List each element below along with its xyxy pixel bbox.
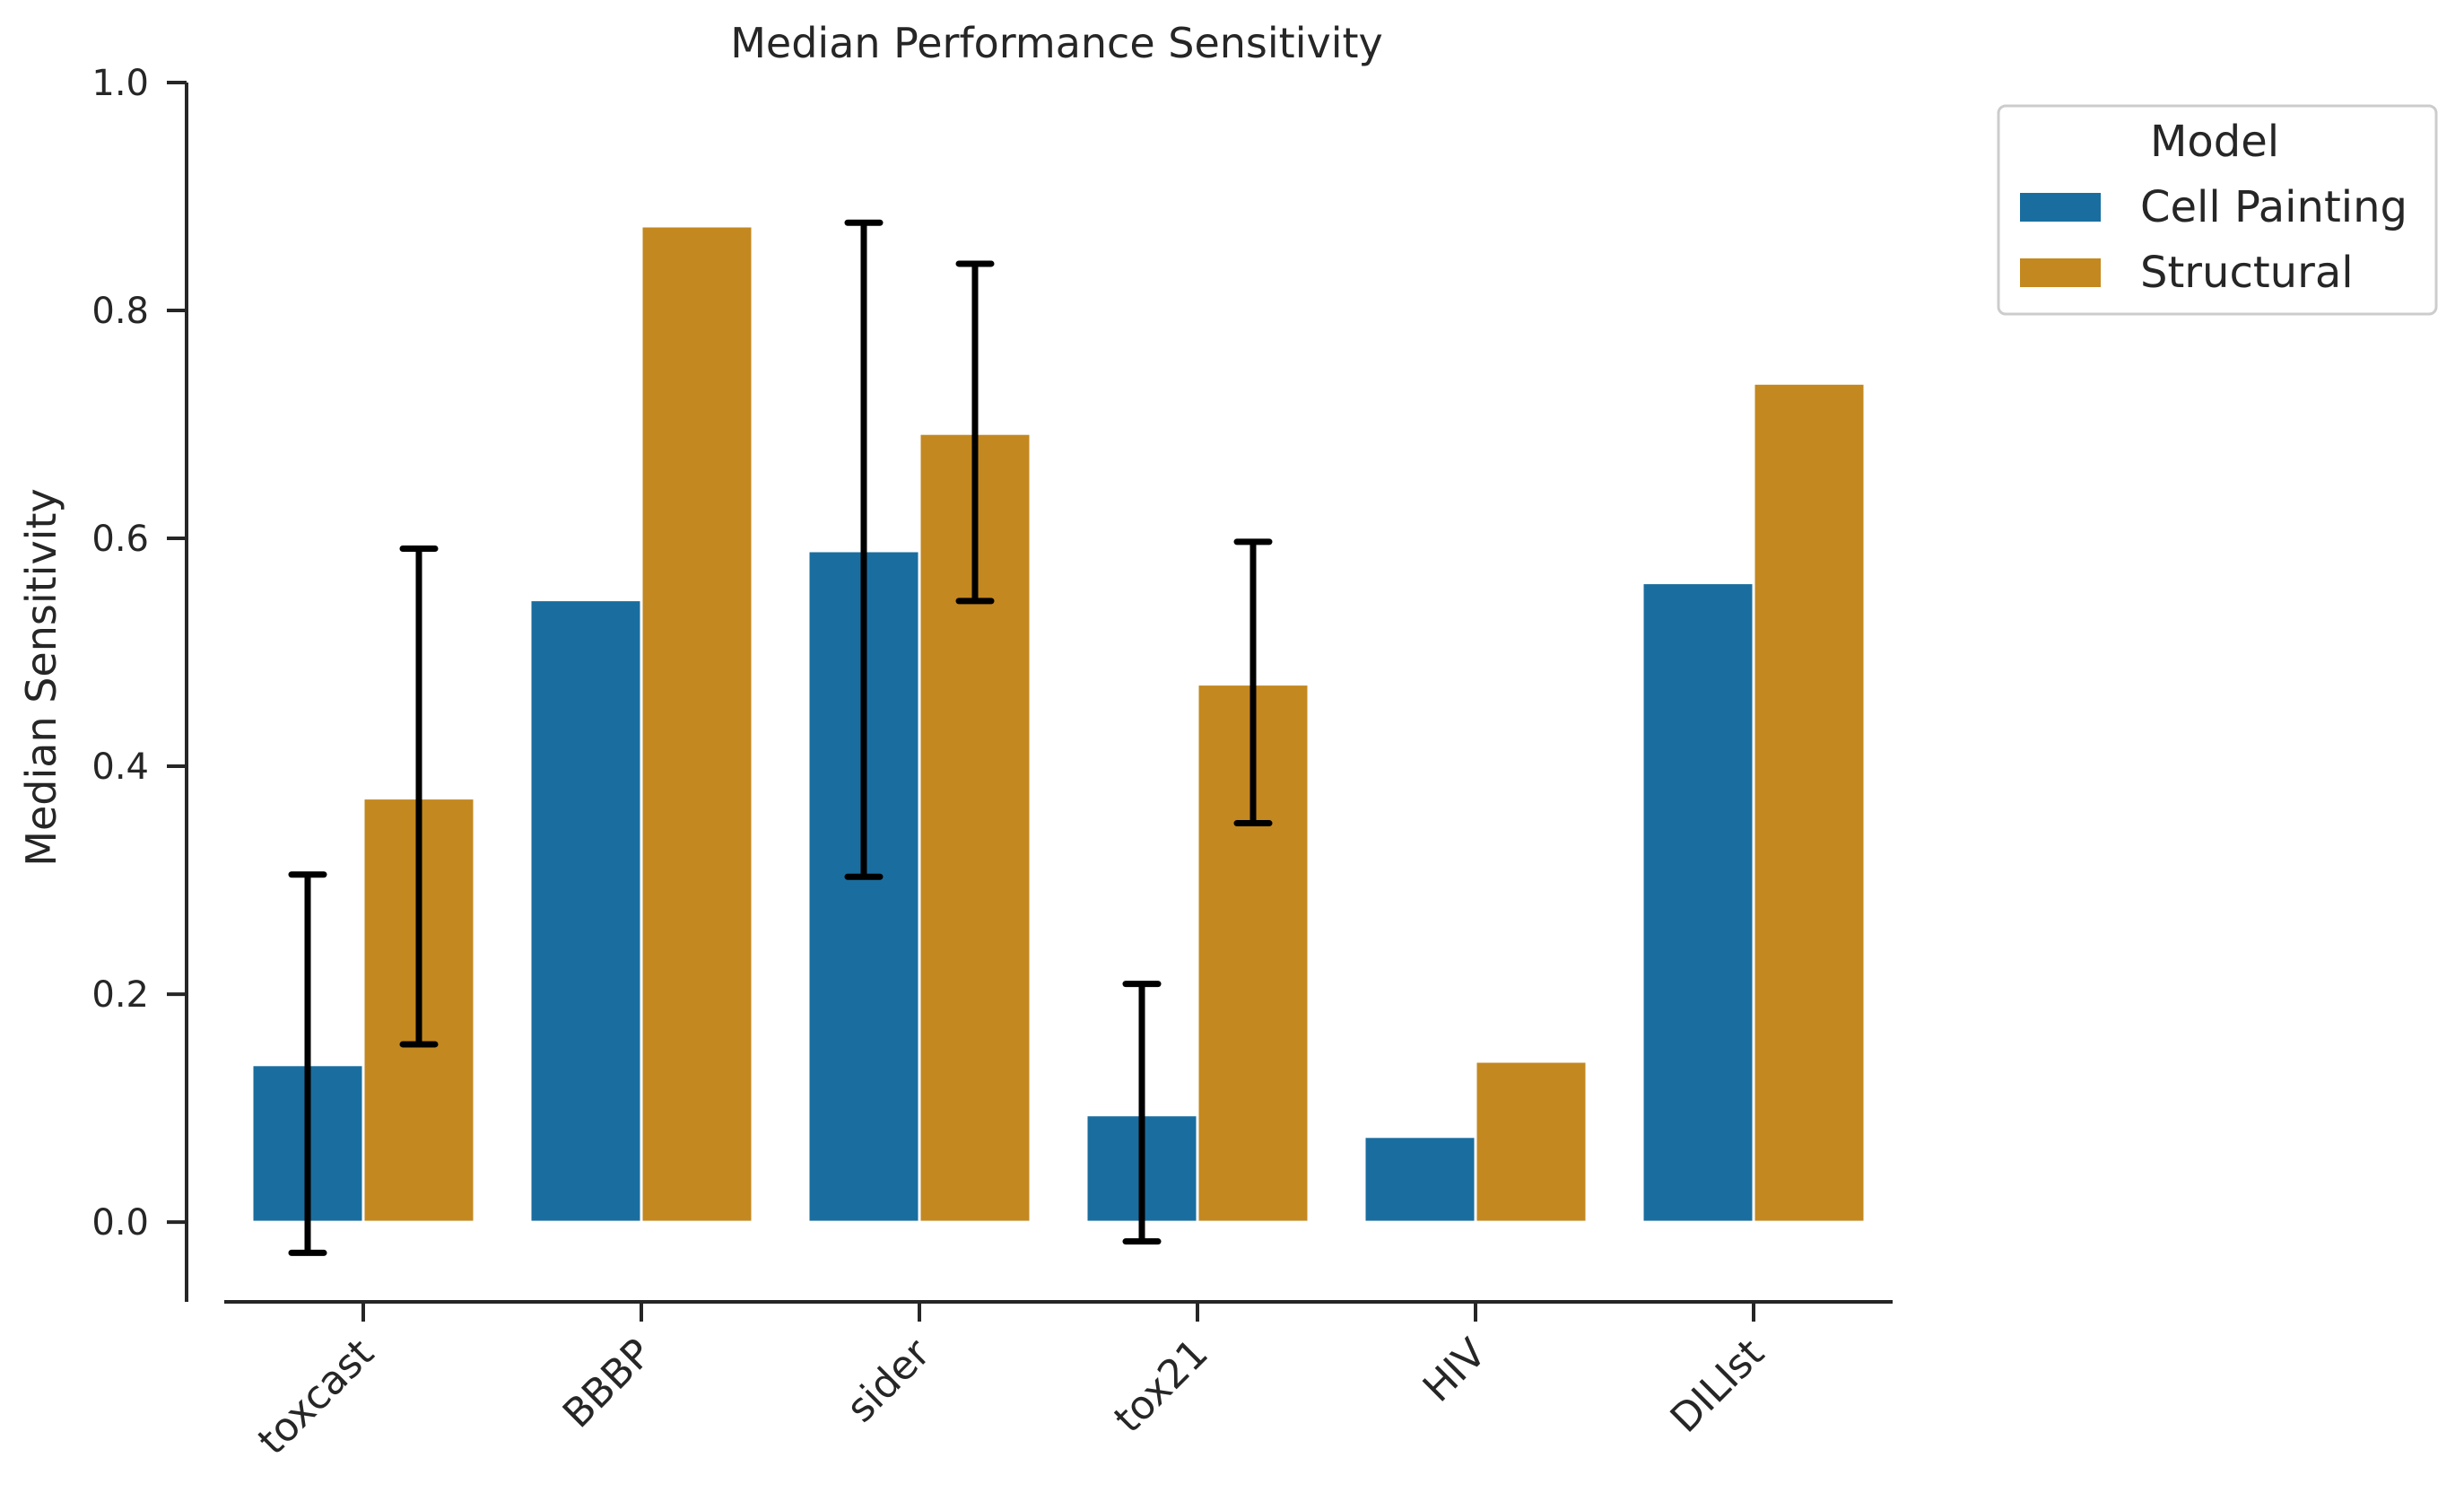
bars-layer — [250, 224, 1867, 1224]
bar-bbbp-structural — [640, 224, 754, 1224]
y-tick-label-1-0: 1.0 — [91, 63, 149, 104]
chart-title: Median Performance Sensitivity — [730, 19, 1383, 67]
bar-dilist-structural — [1752, 381, 1867, 1224]
legend: Model Cell Painting Structural — [1997, 104, 2438, 316]
bar-bbbp-cell-painting — [528, 598, 643, 1224]
y-tick-label-0-2: 0.2 — [91, 974, 149, 1016]
bar-hiv-cell-painting — [1363, 1135, 1477, 1224]
y-axis-label: Median Sensitivity — [17, 488, 65, 866]
legend-swatch-structural — [2020, 258, 2101, 287]
x-tick-label-sider: sider — [838, 1330, 939, 1431]
x-tick-label-bbbp: BBBP — [554, 1331, 661, 1437]
legend-label-structural: Structural — [2140, 248, 2354, 298]
legend-title: Model — [2150, 117, 2279, 167]
y-tick-label-0-4: 0.4 — [91, 746, 149, 788]
bar-hiv-structural — [1474, 1060, 1589, 1224]
legend-frame — [1997, 104, 2438, 316]
errorbars-layer — [288, 219, 1273, 1256]
x-tick-label-hiv: HIV — [1415, 1331, 1495, 1411]
x-tick-label-dilist: DILIst — [1662, 1331, 1773, 1442]
legend-label-cell-painting: Cell Painting — [2140, 182, 2407, 232]
x-tick-label-toxcast: toxcast — [249, 1331, 383, 1464]
legend-swatch-cell-painting — [2020, 193, 2101, 222]
y-tick-label-0-8: 0.8 — [91, 291, 149, 332]
y-tick-label-0-6: 0.6 — [91, 519, 149, 560]
y-tick-label-0-0: 0.0 — [91, 1202, 149, 1244]
x-tick-label-tox21: tox21 — [1105, 1331, 1216, 1442]
bar-dilist-cell-painting — [1641, 581, 1755, 1224]
